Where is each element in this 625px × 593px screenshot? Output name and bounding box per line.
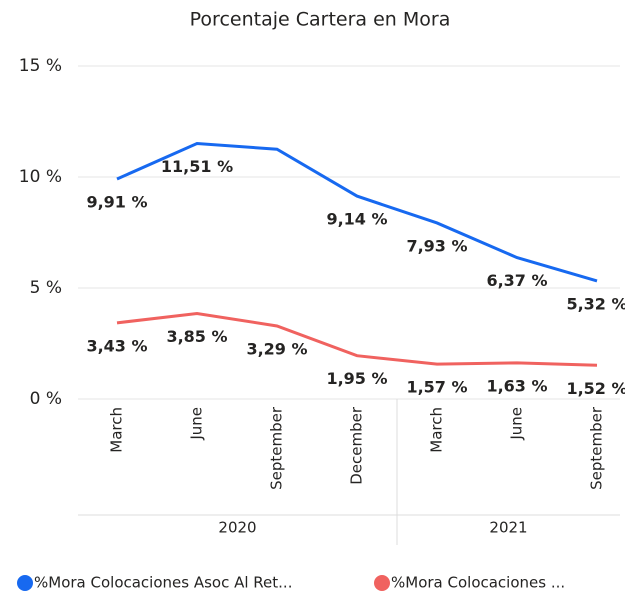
legend-label: %Mora Colocaciones ... bbox=[391, 574, 565, 592]
data-label: 5,32 % bbox=[566, 294, 625, 313]
x-tick-label: June bbox=[508, 407, 526, 441]
x-tick-label: September bbox=[268, 406, 286, 490]
series-line bbox=[116, 141, 598, 283]
legend-marker bbox=[374, 575, 390, 591]
data-label: 3,29 % bbox=[246, 339, 307, 358]
data-label: 1,52 % bbox=[566, 379, 625, 398]
x-tick-label: March bbox=[108, 407, 126, 453]
y-tick-label: 10 % bbox=[19, 167, 62, 187]
x-tick-label: June bbox=[188, 407, 206, 441]
y-tick-label: 5 % bbox=[30, 278, 62, 298]
data-label: 11,51 % bbox=[161, 157, 233, 176]
data-label: 3,43 % bbox=[86, 336, 147, 355]
x-tick-label: March bbox=[428, 407, 446, 453]
data-label: 1,57 % bbox=[406, 378, 467, 397]
data-label: 9,14 % bbox=[326, 210, 387, 229]
y-tick-label: 0 % bbox=[30, 389, 62, 409]
legend-label: %Mora Colocaciones Asoc Al Ret... bbox=[34, 574, 292, 592]
data-label: 7,93 % bbox=[406, 236, 467, 255]
data-label: 6,37 % bbox=[486, 271, 547, 290]
data-label: 9,91 % bbox=[86, 192, 147, 211]
series-line bbox=[116, 312, 598, 367]
data-label: 1,95 % bbox=[326, 369, 387, 388]
y-tick-label: 15 % bbox=[19, 56, 62, 76]
x-group-label: 2021 bbox=[489, 519, 527, 537]
x-group-label: 2020 bbox=[218, 519, 256, 537]
data-label: 1,63 % bbox=[486, 376, 547, 395]
x-tick-label: December bbox=[348, 406, 366, 485]
chart-title: Porcentaje Cartera en Mora bbox=[190, 9, 451, 31]
data-label: 3,85 % bbox=[166, 327, 227, 346]
legend-marker bbox=[17, 575, 33, 591]
x-tick-label: September bbox=[588, 406, 606, 490]
